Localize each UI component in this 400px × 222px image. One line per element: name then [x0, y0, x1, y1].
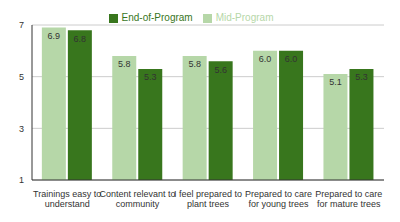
html-text:End-of-Program: End-of-Program — [121, 12, 193, 23]
svg-text:Prepared to carefor mature tre: Prepared to carefor mature trees — [315, 189, 382, 209]
svg-text:5.6: 5.6 — [214, 65, 227, 75]
svg-text:Content relevant tocommunity: Content relevant tocommunity — [100, 189, 176, 209]
svg-text:1: 1 — [19, 175, 24, 185]
svg-text:5: 5 — [19, 72, 24, 82]
svg-text:5.3: 5.3 — [144, 72, 157, 82]
svg-text:6.9: 6.9 — [48, 31, 61, 41]
svg-text:5.8: 5.8 — [188, 59, 201, 69]
svg-text:7: 7 — [19, 20, 24, 30]
svg-text:6.0: 6.0 — [259, 54, 272, 64]
svg-text:3: 3 — [19, 124, 24, 134]
svg-text:I feel prepared toplant trees: I feel prepared toplant trees — [174, 189, 242, 209]
svg-text:Prepared to carefor young tree: Prepared to carefor young trees — [245, 189, 312, 209]
svg-text:6.8: 6.8 — [74, 34, 87, 44]
svg-text:5.8: 5.8 — [118, 59, 131, 69]
svg-text:Trainings easy tounderstand: Trainings easy tounderstand — [33, 189, 101, 209]
svg-text:5.3: 5.3 — [355, 72, 368, 82]
html-text:Mid-Program: Mid-Program — [215, 12, 274, 23]
svg-text:6.0: 6.0 — [285, 54, 298, 64]
svg-text:5.1: 5.1 — [329, 77, 342, 87]
